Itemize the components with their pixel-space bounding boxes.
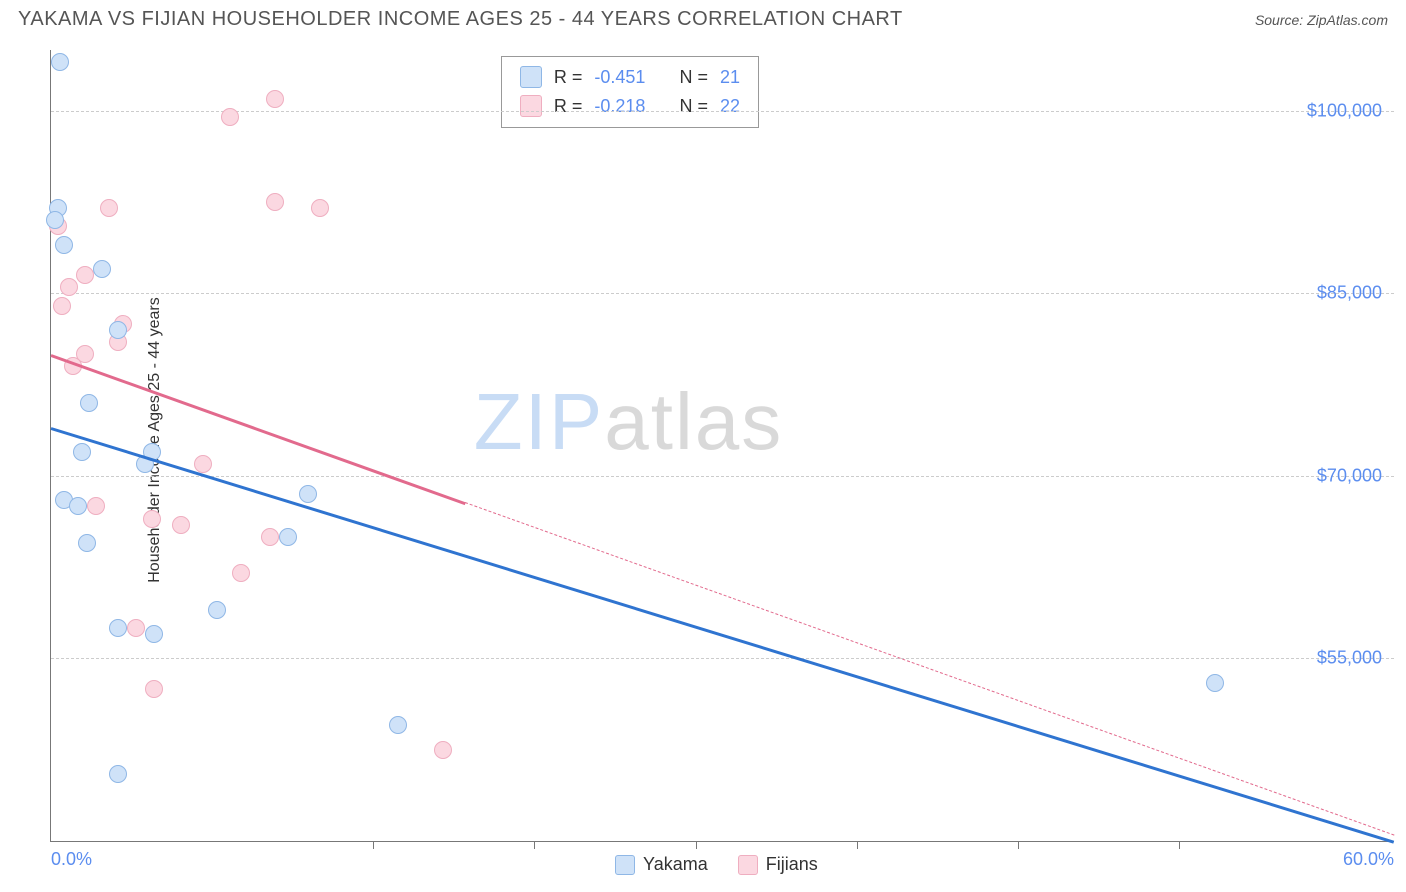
chart-title: YAKAMA VS FIJIAN HOUSEHOLDER INCOME AGES… (18, 8, 903, 31)
data-point-fijians (221, 108, 239, 126)
data-point-fijians (145, 680, 163, 698)
data-point-fijians (127, 619, 145, 637)
stats-row-yakama: R = -0.451 N = 21 (520, 63, 740, 92)
data-point-yakama (109, 321, 127, 339)
data-point-yakama (279, 528, 297, 546)
data-point-fijians (100, 199, 118, 217)
data-point-yakama (1206, 674, 1224, 692)
y-tick-label: $85,000 (1317, 283, 1382, 304)
x-tick-mark (373, 841, 374, 849)
n-value-yakama: 21 (720, 63, 740, 92)
legend-item-fijians: Fijians (738, 854, 818, 875)
legend-item-yakama: Yakama (615, 854, 708, 875)
watermark: ZIPatlas (474, 376, 783, 468)
data-point-fijians (266, 90, 284, 108)
gridline-h (51, 111, 1394, 112)
x-tick-label: 0.0% (51, 849, 92, 870)
data-point-fijians (143, 510, 161, 528)
r-value-fijians: -0.218 (594, 92, 645, 121)
regression-line-yakama (51, 427, 1395, 844)
swatch-yakama (520, 66, 542, 88)
scatter-plot: ZIPatlas R = -0.451 N = 21 R = -0.218 N … (50, 50, 1394, 842)
data-point-yakama (389, 716, 407, 734)
data-point-fijians (53, 297, 71, 315)
y-tick-label: $55,000 (1317, 648, 1382, 669)
regression-line-fijians (50, 354, 465, 505)
data-point-yakama (46, 211, 64, 229)
legend-label-yakama: Yakama (643, 854, 708, 875)
data-point-yakama (55, 236, 73, 254)
data-point-yakama (299, 485, 317, 503)
x-tick-mark (857, 841, 858, 849)
swatch-fijians (520, 95, 542, 117)
gridline-h (51, 293, 1394, 294)
data-point-fijians (232, 564, 250, 582)
data-point-fijians (434, 741, 452, 759)
data-point-yakama (69, 497, 87, 515)
data-point-yakama (109, 619, 127, 637)
x-tick-mark (1179, 841, 1180, 849)
n-label: N = (679, 63, 708, 92)
regression-line-fijians-dashed (465, 502, 1394, 835)
swatch-yakama (615, 855, 635, 875)
data-point-fijians (76, 266, 94, 284)
gridline-h (51, 476, 1394, 477)
source-prefix: Source: (1255, 12, 1307, 28)
data-point-yakama (145, 625, 163, 643)
data-point-fijians (60, 278, 78, 296)
x-tick-label: 60.0% (1343, 849, 1394, 870)
data-point-yakama (109, 765, 127, 783)
y-tick-label: $100,000 (1307, 100, 1382, 121)
x-tick-mark (534, 841, 535, 849)
title-bar: YAKAMA VS FIJIAN HOUSEHOLDER INCOME AGES… (0, 0, 1406, 35)
swatch-fijians (738, 855, 758, 875)
r-label: R = (554, 92, 583, 121)
data-point-fijians (87, 497, 105, 515)
source-label: Source: ZipAtlas.com (1255, 12, 1388, 28)
x-tick-mark (696, 841, 697, 849)
stats-row-fijians: R = -0.218 N = 22 (520, 92, 740, 121)
y-tick-label: $70,000 (1317, 465, 1382, 486)
data-point-yakama (80, 394, 98, 412)
x-tick-mark (1018, 841, 1019, 849)
watermark-zip: ZIP (474, 377, 604, 466)
data-point-fijians (266, 193, 284, 211)
data-point-yakama (208, 601, 226, 619)
legend-label-fijians: Fijians (766, 854, 818, 875)
data-point-yakama (78, 534, 96, 552)
gridline-h (51, 658, 1394, 659)
series-legend: Yakama Fijians (615, 854, 818, 875)
data-point-yakama (73, 443, 91, 461)
data-point-yakama (51, 53, 69, 71)
n-label: N = (679, 92, 708, 121)
data-point-fijians (261, 528, 279, 546)
source-name: ZipAtlas.com (1307, 12, 1388, 28)
watermark-atlas: atlas (604, 377, 783, 466)
n-value-fijians: 22 (720, 92, 740, 121)
r-label: R = (554, 63, 583, 92)
data-point-yakama (93, 260, 111, 278)
data-point-fijians (172, 516, 190, 534)
stats-legend: R = -0.451 N = 21 R = -0.218 N = 22 (501, 56, 759, 128)
data-point-fijians (311, 199, 329, 217)
data-point-fijians (194, 455, 212, 473)
r-value-yakama: -0.451 (594, 63, 645, 92)
